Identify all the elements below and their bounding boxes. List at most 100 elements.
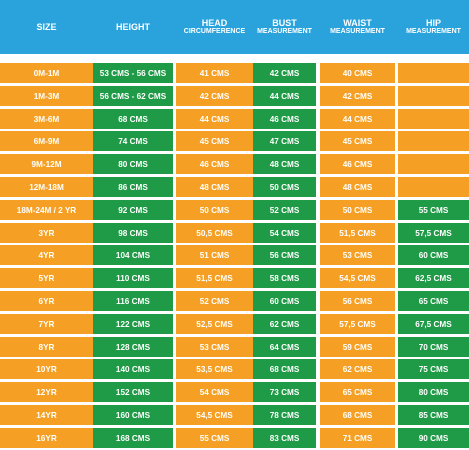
cell-size: 7YR <box>0 314 93 334</box>
cell-size: 14YR <box>0 405 93 425</box>
cell-bust: 58 CMS <box>253 268 316 288</box>
cell-head: 51,5 CMS <box>176 268 253 288</box>
cell-waist: 59 CMS <box>320 337 395 357</box>
cell-height: 80 CMS <box>93 154 173 174</box>
cell-hip <box>398 109 469 129</box>
cell-hip: 60 CMS <box>398 245 469 265</box>
cell-hip: 70 CMS <box>398 337 469 357</box>
cell-bust: 48 CMS <box>253 154 316 174</box>
cell-bust: 83 CMS <box>253 428 316 448</box>
cell-hip: 55 CMS <box>398 200 469 220</box>
cell-height: 86 CMS <box>93 177 173 197</box>
table-row: 8YR 128 CMS 53 CMS 64 CMS 59 CMS 70 CMS <box>0 337 469 357</box>
cell-waist: 71 CMS <box>320 428 395 448</box>
cell-height: 140 CMS <box>93 359 173 379</box>
cell-size: 8YR <box>0 337 93 357</box>
table-row: 3YR 98 CMS 50,5 CMS 54 CMS 51,5 CMS 57,5 CMS <box>0 223 469 243</box>
cell-head: 50 CMS <box>176 200 253 220</box>
table-row: 3M-6M 68 CMS 44 CMS 46 CMS 44 CMS <box>0 109 469 129</box>
cell-bust: 47 CMS <box>253 131 316 151</box>
cell-bust: 78 CMS <box>253 405 316 425</box>
header-height: HEIGHT <box>93 0 173 54</box>
cell-head: 53,5 CMS <box>176 359 253 379</box>
cell-size: 4YR <box>0 245 93 265</box>
cell-waist: 62 CMS <box>320 359 395 379</box>
cell-hip <box>398 154 469 174</box>
cell-hip: 67,5 CMS <box>398 314 469 334</box>
header-hip-line-0: HIP <box>425 17 441 28</box>
table-row: 12YR 152 CMS 54 CMS 73 CMS 65 CMS 80 CMS <box>0 382 469 402</box>
cell-waist: 48 CMS <box>320 177 395 197</box>
table-row: 10YR 140 CMS 53,5 CMS 68 CMS 62 CMS 75 CMS <box>0 359 469 379</box>
cell-hip <box>398 86 469 106</box>
cell-height: 116 CMS <box>93 291 173 311</box>
cell-bust: 62 CMS <box>253 314 316 334</box>
header-waist: WAIST MEASUREMENT <box>320 0 395 54</box>
cell-size: 10YR <box>0 359 93 379</box>
cell-size: 12YR <box>0 382 93 402</box>
cell-height: 53 CMS - 56 CMS <box>93 63 173 83</box>
cell-bust: 68 CMS <box>253 359 316 379</box>
table-row: 6YR 116 CMS 52 CMS 60 CMS 56 CMS 65 CMS <box>0 291 469 311</box>
cell-bust: 44 CMS <box>253 86 316 106</box>
cell-head: 42 CMS <box>176 86 253 106</box>
table-row: 0M-1M 53 CMS - 56 CMS 41 CMS 42 CMS 40 CMS <box>0 63 469 83</box>
cell-waist: 68 CMS <box>320 405 395 425</box>
cell-head: 41 CMS <box>176 63 253 83</box>
cell-bust: 64 CMS <box>253 337 316 357</box>
cell-waist: 50 CMS <box>320 200 395 220</box>
cell-head: 46 CMS <box>176 154 253 174</box>
cell-bust: 50 CMS <box>253 177 316 197</box>
cell-head: 54 CMS <box>176 382 253 402</box>
table-row: 7YR 122 CMS 52,5 CMS 62 CMS 57,5 CMS 67,5 CMS <box>0 314 469 334</box>
table-row: 5YR 110 CMS 51,5 CMS 58 CMS 54,5 CMS 62,5 CMS <box>0 268 469 288</box>
cell-bust: 54 CMS <box>253 223 316 243</box>
cell-waist: 54,5 CMS <box>320 268 395 288</box>
cell-waist: 51,5 CMS <box>320 223 395 243</box>
cell-height: 92 CMS <box>93 200 173 220</box>
cell-head: 50,5 CMS <box>176 223 253 243</box>
cell-waist: 42 CMS <box>320 86 395 106</box>
header-waist-line-1: MEASUREMENT <box>330 28 385 36</box>
header-height-line-0: HEIGHT <box>115 21 150 32</box>
cell-bust: 73 CMS <box>253 382 316 402</box>
cell-head: 44 CMS <box>176 109 253 129</box>
cell-head: 52,5 CMS <box>176 314 253 334</box>
cell-head: 52 CMS <box>176 291 253 311</box>
table-row: 12M-18M 86 CMS 48 CMS 50 CMS 48 CMS <box>0 177 469 197</box>
cell-height: 104 CMS <box>93 245 173 265</box>
cell-size: 3M-6M <box>0 109 93 129</box>
cell-height: 122 CMS <box>93 314 173 334</box>
table-row: 6M-9M 74 CMS 45 CMS 47 CMS 45 CMS <box>0 131 469 151</box>
cell-waist: 65 CMS <box>320 382 395 402</box>
cell-bust: 42 CMS <box>253 63 316 83</box>
cell-height: 110 CMS <box>93 268 173 288</box>
table-row: 4YR 104 CMS 51 CMS 56 CMS 53 CMS 60 CMS <box>0 245 469 265</box>
header-hip: HIP MEASUREMENT <box>398 0 469 54</box>
cell-size: 9M-12M <box>0 154 93 174</box>
cell-hip: 75 CMS <box>398 359 469 379</box>
cell-size: 12M-18M <box>0 177 93 197</box>
cell-waist: 53 CMS <box>320 245 395 265</box>
header-head: HEAD CIRCUMFERENCE <box>176 0 253 54</box>
cell-height: 74 CMS <box>93 131 173 151</box>
cell-size: 6M-9M <box>0 131 93 151</box>
header-size: SIZE <box>0 0 93 54</box>
cell-size: 1M-3M <box>0 86 93 106</box>
cell-head: 53 CMS <box>176 337 253 357</box>
cell-hip: 90 CMS <box>398 428 469 448</box>
cell-waist: 44 CMS <box>320 109 395 129</box>
cell-hip: 57,5 CMS <box>398 223 469 243</box>
table-row: 14YR 160 CMS 54,5 CMS 78 CMS 68 CMS 85 CMS <box>0 405 469 425</box>
header-head-line-1: CIRCUMFERENCE <box>183 28 246 36</box>
cell-hip: 80 CMS <box>398 382 469 402</box>
cell-bust: 60 CMS <box>253 291 316 311</box>
cell-bust: 52 CMS <box>253 200 316 220</box>
header-bust-line-1: MEASUREMENT <box>257 28 312 36</box>
cell-waist: 56 CMS <box>320 291 395 311</box>
header-head-line-0: HEAD <box>201 17 228 28</box>
cell-waist: 57,5 CMS <box>320 314 395 334</box>
cell-height: 160 CMS <box>93 405 173 425</box>
cell-height: 56 CMS - 62 CMS <box>93 86 173 106</box>
